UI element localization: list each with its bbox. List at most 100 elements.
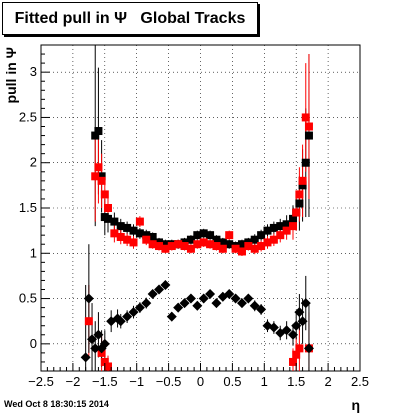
black-square-point xyxy=(129,226,138,235)
black-diamond-point xyxy=(294,307,305,318)
black-diamond-point xyxy=(291,320,302,331)
red-square-point xyxy=(100,357,109,366)
black-diamond-point xyxy=(281,325,292,336)
red-square-point xyxy=(263,238,272,247)
black-diamond-point xyxy=(80,352,91,363)
black-diamond-point xyxy=(128,307,139,318)
red-square-point xyxy=(301,113,310,122)
black-square-point xyxy=(301,158,310,167)
red-square-point xyxy=(167,242,176,251)
x-tick-label: −0.5 xyxy=(156,374,182,389)
red-square-point xyxy=(174,240,183,249)
red-square-point xyxy=(142,235,151,244)
black-diamond-point xyxy=(154,284,165,295)
black-square-point xyxy=(276,222,285,231)
black-diamond-point xyxy=(236,298,247,309)
black-square-point xyxy=(161,240,170,249)
x-tick-label: −2 xyxy=(65,374,80,389)
black-diamond-point xyxy=(122,311,133,322)
red-square-point xyxy=(100,190,109,199)
red-square-point xyxy=(289,357,298,366)
red-square-point xyxy=(94,163,103,172)
black-diamond-point xyxy=(166,311,177,322)
black-diamond-point xyxy=(205,289,216,300)
black-square-point xyxy=(282,220,291,229)
red-square-point xyxy=(237,247,246,256)
y-tick-label: 0 xyxy=(30,336,37,351)
x-tick-label: 2.5 xyxy=(351,374,369,389)
x-tick-label: 0 xyxy=(197,374,204,389)
black-diamond-point xyxy=(211,298,222,309)
data-markers xyxy=(80,113,314,371)
x-tick-label: 1 xyxy=(261,374,268,389)
black-square-point xyxy=(97,172,106,181)
black-diamond-point xyxy=(230,293,241,304)
black-diamond-point xyxy=(141,298,152,309)
black-square-point xyxy=(269,223,278,232)
x-tick-label: −1 xyxy=(129,374,144,389)
red-square-point xyxy=(186,244,195,253)
y-tick-label: 3 xyxy=(30,64,37,79)
black-diamond-point xyxy=(90,343,101,354)
black-diamond-point xyxy=(83,293,94,304)
axis-ticks: −2.5 −2 −1.5 −1 −0.5 0 0.5 1 1.5 2 2.5 0 0.5 1 1.5 2 2.5… xyxy=(19,44,369,389)
black-square-point xyxy=(123,223,132,232)
x-tick-label: 1.5 xyxy=(287,374,305,389)
black-diamond-point xyxy=(297,316,308,327)
x-tick-label: −2.5 xyxy=(28,374,54,389)
red-square-point xyxy=(97,176,106,185)
red-square-point xyxy=(218,244,227,253)
red-square-point xyxy=(269,235,278,244)
red-square-point xyxy=(282,226,291,235)
y-tick-label: 1.5 xyxy=(19,200,37,215)
red-square-point xyxy=(193,240,202,249)
red-square-point xyxy=(135,217,144,226)
black-diamond-point xyxy=(185,293,196,304)
black-diamond-point xyxy=(288,329,299,340)
red-square-point xyxy=(292,208,301,217)
black-diamond-point xyxy=(115,316,126,327)
black-diamond-point xyxy=(198,293,209,304)
red-square-point xyxy=(155,242,164,251)
black-diamond-point xyxy=(99,338,110,349)
black-square-point xyxy=(91,131,100,140)
black-square-point xyxy=(186,235,195,244)
red-square-point xyxy=(231,244,240,253)
x-tick-label: 0.5 xyxy=(223,374,241,389)
black-square-point xyxy=(298,181,307,190)
red-square-point xyxy=(276,231,285,240)
red-square-point xyxy=(103,362,112,371)
black-diamond-point xyxy=(268,322,279,333)
black-diamond-point xyxy=(224,289,235,300)
red-square-point xyxy=(148,240,157,249)
red-square-point xyxy=(180,242,189,251)
black-diamond-point xyxy=(303,343,314,354)
black-square-point xyxy=(218,238,227,247)
black-square-point xyxy=(94,127,103,136)
red-square-point xyxy=(257,242,266,251)
black-diamond-point xyxy=(134,302,145,313)
black-square-point xyxy=(257,231,266,240)
black-square-point xyxy=(289,214,298,223)
red-square-point xyxy=(110,229,119,238)
black-diamond-point xyxy=(256,304,267,315)
black-square-point xyxy=(148,232,157,241)
y-tick-label: 2 xyxy=(30,155,37,170)
black-diamond-point xyxy=(243,293,254,304)
red-square-point xyxy=(244,242,253,251)
black-square-point xyxy=(135,229,144,238)
red-square-point xyxy=(123,235,132,244)
black-diamond-point xyxy=(249,300,260,311)
red-square-point xyxy=(292,350,301,359)
black-square-point xyxy=(304,131,313,140)
red-square-point xyxy=(91,172,100,181)
red-square-point xyxy=(161,244,170,253)
red-square-point xyxy=(298,176,307,185)
chart-title: Fitted pull in Ψ Global Tracks xyxy=(2,2,258,35)
black-square-point xyxy=(199,229,208,238)
black-diamond-point xyxy=(93,329,104,340)
black-square-point xyxy=(250,235,259,244)
black-diamond-point xyxy=(300,298,311,309)
red-square-point xyxy=(84,317,93,326)
